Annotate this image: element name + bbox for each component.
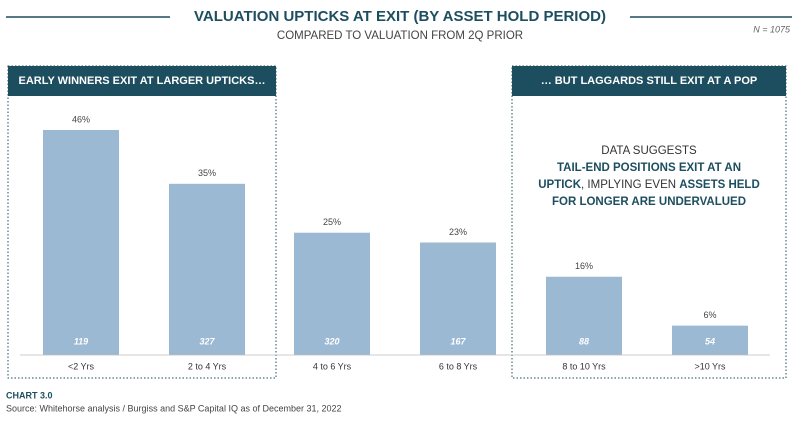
count-label: 54: [705, 336, 715, 346]
annotation-line: TAIL-END POSITIONS EXIT AT AN: [557, 162, 741, 174]
value-label: 25%: [323, 217, 341, 227]
count-label: 327: [199, 336, 215, 346]
panel-header: [512, 66, 786, 96]
chart-title: VALUATION UPTICKS AT EXIT (BY ASSET HOLD…: [194, 8, 606, 25]
count-label: 167: [450, 336, 466, 346]
value-label: 46%: [72, 114, 90, 124]
annotation-line: DATA SUGGESTS: [601, 145, 697, 157]
value-label: 16%: [575, 261, 593, 271]
x-tick-label: 8 to 10 Yrs: [562, 361, 606, 371]
annotation-text: DATA SUGGESTS: [601, 145, 697, 157]
value-label: 6%: [703, 310, 716, 320]
count-label: 119: [74, 336, 88, 346]
source: Source: Whitehorse analysis / Burgiss an…: [6, 403, 342, 413]
chart-subtitle: COMPARED TO VALUATION FROM 2Q PRIOR: [277, 30, 523, 42]
bar: [420, 242, 496, 355]
annotation-text: TAIL-END POSITIONS EXIT AT AN: [557, 162, 741, 174]
count-label: 88: [579, 336, 589, 346]
value-label: 23%: [449, 227, 467, 237]
x-tick-label: 4 to 6 Yrs: [313, 361, 352, 371]
x-tick-label: >10 Yrs: [694, 361, 726, 371]
annotation-text: UPTICK: [538, 179, 582, 191]
annotation-text: , IMPLYING EVEN: [581, 179, 679, 191]
bar: [294, 232, 370, 355]
panel-title: … BUT LAGGARDS STILL EXIT AT A POP: [541, 75, 758, 87]
x-tick-label: 6 to 8 Yrs: [439, 361, 478, 371]
annotation-text: FOR LONGER ARE UNDERVALUED: [552, 196, 746, 208]
annotation-text: ASSETS HELD: [679, 179, 760, 191]
value-label: 35%: [198, 168, 216, 178]
count-label: 320: [324, 336, 339, 346]
sample-note: N = 1075: [753, 24, 791, 34]
x-tick-label: 2 to 4 Yrs: [188, 361, 227, 371]
panel-title: EARLY WINNERS EXIT AT LARGER UPTICKS…: [19, 75, 266, 87]
panel-header: [8, 66, 276, 96]
bar: [546, 276, 622, 355]
chart-label: CHART 3.0: [6, 390, 53, 400]
annotation-line: UPTICK, IMPLYING EVEN ASSETS HELD: [538, 179, 760, 191]
annotation-line: FOR LONGER ARE UNDERVALUED: [552, 196, 746, 208]
bar: [672, 325, 748, 355]
bar: [169, 183, 245, 355]
x-tick-label: <2 Yrs: [68, 361, 95, 371]
bar: [43, 130, 119, 355]
